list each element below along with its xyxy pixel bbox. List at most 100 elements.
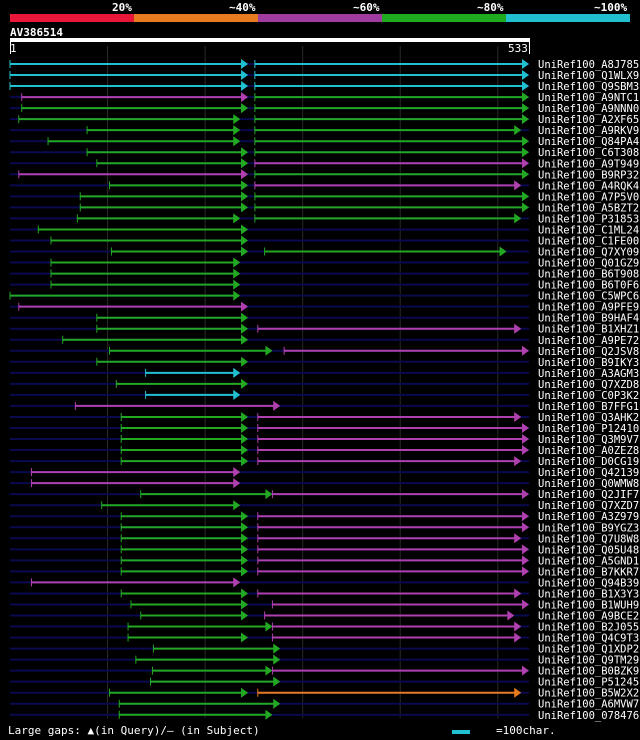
hit-row[interactable]: UniRef100_C0P3K2 bbox=[10, 389, 639, 402]
hit-row[interactable]: UniRef100_B6T0F6 bbox=[10, 279, 639, 292]
hit-row[interactable]: UniRef100_Q1XDP2 bbox=[10, 643, 639, 656]
hit-label[interactable]: UniRef100_A2XF65 bbox=[538, 114, 639, 126]
hit-row[interactable]: UniRef100_C1ML24 bbox=[10, 224, 639, 236]
hit-label[interactable]: UniRef100_Q84PA4 bbox=[538, 136, 639, 148]
hit-row[interactable]: UniRef100_C6T308 bbox=[10, 147, 639, 159]
hit-label[interactable]: UniRef100_B6T0F6 bbox=[538, 280, 639, 292]
hit-row[interactable]: UniRef100_Q94B39 bbox=[10, 577, 639, 589]
hit-label[interactable]: UniRef100_Q4C9T3 bbox=[538, 633, 639, 645]
hit-label[interactable]: UniRef100_Q7XY09 bbox=[538, 247, 639, 259]
hit-label[interactable]: UniRef100_P51245 bbox=[538, 677, 639, 689]
hit-label[interactable]: UniRef100_B0BZK9 bbox=[538, 666, 639, 678]
hit-label[interactable]: UniRef100_A9PE72 bbox=[538, 335, 639, 347]
hit-row[interactable]: UniRef100_A5GND1 bbox=[10, 555, 639, 567]
hit-row[interactable]: UniRef100_B9RP32 bbox=[10, 169, 639, 181]
hit-row[interactable]: UniRef100_Q05U48 bbox=[10, 544, 639, 556]
hit-label[interactable]: UniRef100_Q2JSV8 bbox=[538, 346, 639, 358]
hit-label[interactable]: UniRef100_B9HAF4 bbox=[538, 313, 639, 325]
hit-label[interactable]: UniRef100_A9T949 bbox=[538, 158, 639, 170]
hit-row[interactable]: UniRef100_A5BZT2 bbox=[10, 202, 639, 214]
hit-label[interactable]: UniRef100_Q7XZD8 bbox=[538, 379, 639, 391]
hit-label[interactable]: UniRef100_B7FFG1 bbox=[538, 401, 639, 413]
hit-label[interactable]: UniRef100_Q3M9V7 bbox=[538, 434, 639, 446]
hit-row[interactable]: UniRef100_Q2JSV8 bbox=[10, 345, 639, 358]
hit-label[interactable]: UniRef100_C1ML24 bbox=[538, 224, 639, 236]
hit-row[interactable]: UniRef100_Q42139 bbox=[10, 467, 639, 479]
hit-label[interactable]: UniRef100_Q01GZ9 bbox=[538, 258, 639, 270]
hit-label[interactable]: UniRef100_A7P5V0 bbox=[538, 191, 639, 203]
hit-label[interactable]: UniRef100_Q2JIF7 bbox=[538, 489, 639, 501]
hit-row[interactable]: UniRef100_Q7XY09 bbox=[10, 246, 639, 259]
hit-label[interactable]: UniRef100_B9IKY3 bbox=[538, 357, 639, 369]
hit-row[interactable]: UniRef100_A9PE72 bbox=[10, 334, 639, 347]
hit-label[interactable]: UniRef100_A4RQK4 bbox=[538, 180, 639, 192]
hit-row[interactable]: UniRef100_C5WPC6 bbox=[9, 290, 639, 303]
hit-label[interactable]: UniRef100_Q9SBM3 bbox=[538, 81, 639, 93]
hit-label[interactable]: UniRef100_Q3AHK2 bbox=[538, 412, 639, 424]
hit-row[interactable]: UniRef100_Q4C9T3 bbox=[10, 632, 639, 645]
hit-row[interactable]: UniRef100_A4RQK4 bbox=[10, 180, 639, 192]
hit-row[interactable]: UniRef100_B0BZK9 bbox=[10, 665, 639, 678]
hit-row[interactable]: UniRef100_A9PFE9 bbox=[10, 301, 639, 314]
hit-label[interactable]: UniRef100_A9NNN0 bbox=[538, 103, 639, 115]
hit-row[interactable]: UniRef100_Q01GZ9 bbox=[10, 257, 639, 270]
hit-label[interactable]: UniRef100_078476 bbox=[538, 710, 639, 722]
hit-label[interactable]: UniRef100_A5BZT2 bbox=[538, 202, 639, 214]
hit-label[interactable]: UniRef100_B1WUH9 bbox=[538, 599, 639, 611]
hit-row[interactable]: UniRef100_A9BCE2 bbox=[10, 610, 639, 623]
hit-row[interactable]: UniRef100_A7P5V0 bbox=[10, 191, 639, 203]
hit-label[interactable]: UniRef100_A9NTC1 bbox=[538, 92, 639, 104]
hit-row[interactable]: UniRef100_A2XF65 bbox=[10, 114, 639, 126]
hit-label[interactable]: UniRef100_B1XHZ1 bbox=[538, 324, 639, 336]
hit-label[interactable]: UniRef100_C5WPC6 bbox=[538, 291, 639, 303]
hit-row[interactable]: UniRef100_B9YGZ3 bbox=[10, 522, 639, 534]
hit-label[interactable]: UniRef100_B9RP32 bbox=[538, 169, 639, 181]
hit-label[interactable]: UniRef100_Q1XDP2 bbox=[538, 644, 639, 656]
hit-label[interactable]: UniRef100_B1X3Y3 bbox=[538, 588, 639, 600]
hit-row[interactable]: UniRef100_P31853 bbox=[10, 213, 639, 225]
hit-row[interactable]: UniRef100_A9NNN0 bbox=[10, 103, 639, 115]
hit-row[interactable]: UniRef100_Q84PA4 bbox=[10, 136, 639, 148]
hit-label[interactable]: UniRef100_P12410 bbox=[538, 423, 639, 435]
hit-row[interactable]: UniRef100_C1FE00 bbox=[10, 235, 639, 247]
hit-label[interactable]: UniRef100_D0CG19 bbox=[538, 456, 639, 468]
hit-label[interactable]: UniRef100_Q9TM29 bbox=[538, 655, 639, 667]
hit-row[interactable]: UniRef100_Q9TM29 bbox=[10, 654, 639, 667]
hit-label[interactable]: UniRef100_A5GND1 bbox=[538, 555, 639, 567]
hit-label[interactable]: UniRef100_B5W2X2 bbox=[538, 688, 639, 700]
hit-row[interactable]: UniRef100_D0CG19 bbox=[10, 456, 639, 468]
hit-label[interactable]: UniRef100_A0ZEZ8 bbox=[538, 445, 639, 457]
hit-row[interactable]: UniRef100_B7FFG1 bbox=[10, 400, 639, 413]
hit-row[interactable]: UniRef100_B1XHZ1 bbox=[10, 323, 639, 336]
hit-label[interactable]: UniRef100_Q7U8W8 bbox=[538, 533, 639, 545]
hit-row[interactable]: UniRef100_B5W2X2 bbox=[10, 687, 639, 700]
hit-row[interactable]: UniRef100_P51245 bbox=[10, 676, 639, 689]
hit-label[interactable]: UniRef100_B6T908 bbox=[538, 269, 639, 281]
hit-label[interactable]: UniRef100_Q0WMW8 bbox=[538, 478, 639, 490]
hit-row[interactable]: UniRef100_A9T949 bbox=[10, 158, 639, 170]
hit-row[interactable]: UniRef100_Q9SBM3 bbox=[9, 81, 639, 93]
hit-row[interactable]: UniRef100_A3Z979 bbox=[10, 511, 639, 523]
hit-row[interactable]: UniRef100_B9HAF4 bbox=[10, 312, 639, 325]
hit-row[interactable]: UniRef100_A6MVW7 bbox=[10, 698, 639, 711]
hit-row[interactable]: UniRef100_B1X3Y3 bbox=[10, 588, 639, 600]
hit-label[interactable]: UniRef100_A9RKV9 bbox=[538, 125, 639, 137]
hit-row[interactable]: UniRef100_Q3M9V7 bbox=[10, 434, 639, 446]
hit-row[interactable]: UniRef100_Q7U8W8 bbox=[10, 533, 639, 545]
hit-row[interactable]: UniRef100_P12410 bbox=[10, 422, 639, 435]
hit-label[interactable]: UniRef100_C6T308 bbox=[538, 147, 639, 159]
hit-row[interactable]: UniRef100_A8J785 bbox=[9, 59, 639, 71]
hit-row[interactable]: UniRef100_Q0WMW8 bbox=[10, 478, 639, 490]
hit-row[interactable]: UniRef100_A9RKV9 bbox=[10, 125, 639, 137]
hit-label[interactable]: UniRef100_C1FE00 bbox=[538, 235, 639, 247]
hit-row[interactable]: UniRef100_Q2JIF7 bbox=[10, 489, 639, 501]
hit-row[interactable]: UniRef100_B7KKR7 bbox=[10, 566, 639, 578]
hit-label[interactable]: UniRef100_A9PFE9 bbox=[538, 302, 639, 314]
hit-row[interactable]: UniRef100_078476 bbox=[10, 709, 639, 722]
hit-row[interactable]: UniRef100_Q1WLX9 bbox=[9, 70, 639, 82]
hit-label[interactable]: UniRef100_Q1WLX9 bbox=[538, 70, 639, 82]
hit-label[interactable]: UniRef100_Q7XZD7 bbox=[538, 500, 639, 512]
hit-row[interactable]: UniRef100_A0ZEZ8 bbox=[10, 445, 639, 457]
hit-label[interactable]: UniRef100_Q42139 bbox=[538, 467, 639, 479]
hit-label[interactable]: UniRef100_A3Z979 bbox=[538, 511, 639, 523]
